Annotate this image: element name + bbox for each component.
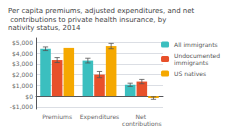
svg-text:nativity status, 2014: nativity status, 2014 bbox=[8, 24, 81, 32]
svg-text:Per capita premiums, adjusted: Per capita premiums, adjusted expenditur… bbox=[8, 7, 195, 15]
svg-text:Expenditures: Expenditures bbox=[80, 113, 119, 121]
svg-text:All immigrants: All immigrants bbox=[174, 41, 218, 49]
svg-text:Premiums: Premiums bbox=[42, 113, 72, 120]
svg-text:Undocumented: Undocumented bbox=[174, 52, 220, 59]
svg-text:$3,000: $3,000 bbox=[12, 60, 33, 67]
svg-text:contributions to private healt: contributions to private health insuranc… bbox=[8, 16, 169, 24]
svg-text:$1,000: $1,000 bbox=[12, 82, 33, 89]
svg-text:$0: $0 bbox=[25, 93, 33, 100]
svg-text:$5,000: $5,000 bbox=[12, 39, 33, 46]
svg-text:contributions: contributions bbox=[122, 120, 162, 127]
svg-text:immigrants: immigrants bbox=[174, 59, 208, 67]
svg-text:Net: Net bbox=[136, 113, 148, 120]
svg-text:US natives: US natives bbox=[174, 70, 206, 77]
svg-text:$2,000: $2,000 bbox=[12, 71, 33, 78]
svg-text:$4,000: $4,000 bbox=[12, 50, 33, 57]
svg-text:-$1,000: -$1,000 bbox=[10, 103, 33, 110]
